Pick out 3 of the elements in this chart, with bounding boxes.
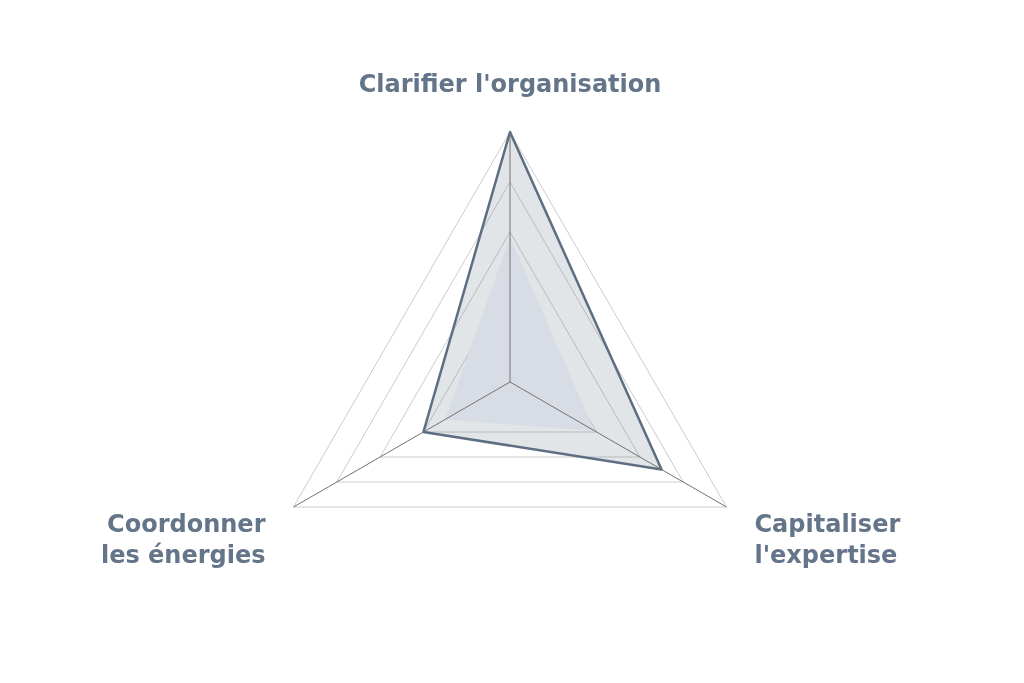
spoke-label: Capitaliser l'expertise [754,510,901,570]
spoke-label: Clarifier l'organisation [358,70,662,98]
spoke-label: Coordonner les énergies [100,510,266,570]
